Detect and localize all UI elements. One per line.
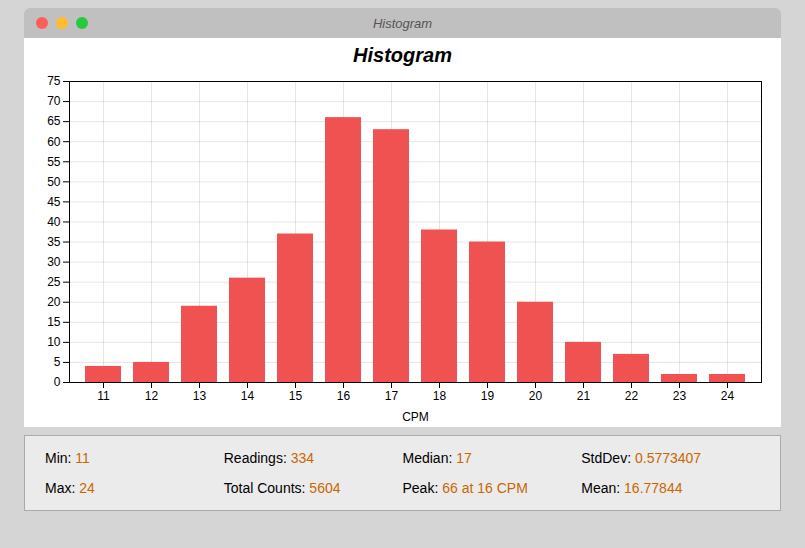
html-text:Peak: 66 at 16 CPM: Peak: 66 at 16 CPM [402, 480, 528, 496]
svg-text:60: 60 [47, 135, 61, 149]
svg-text:55: 55 [47, 155, 61, 169]
svg-text:23: 23 [673, 389, 687, 403]
svg-text:65: 65 [47, 114, 61, 128]
html-text:Median: 17: Median: 17 [402, 450, 472, 466]
svg-text:14: 14 [241, 389, 255, 403]
svg-text:16: 16 [337, 389, 351, 403]
svg-text:35: 35 [47, 235, 61, 249]
html-text:Readings: 334: Readings: 334 [223, 450, 314, 466]
svg-text:75: 75 [47, 74, 61, 88]
svg-text:24: 24 [721, 389, 735, 403]
svg-text:5: 5 [54, 355, 61, 369]
html-text:Mean: 16.77844: Mean: 16.77844 [581, 480, 683, 496]
html-text:StdDev: 0.5773407: StdDev: 0.5773407 [581, 450, 702, 466]
html-text:Min: 11: Min: 11 [45, 450, 90, 466]
svg-text:50: 50 [47, 175, 61, 189]
svg-text:22: 22 [625, 389, 639, 403]
svg-text:CPM: CPM [402, 410, 429, 424]
svg-text:25: 25 [47, 275, 61, 289]
svg-text:11: 11 [97, 389, 110, 403]
svg-text:70: 70 [47, 94, 61, 108]
svg-text:30: 30 [47, 255, 61, 269]
svg-text:20: 20 [47, 295, 61, 309]
svg-text:21: 21 [577, 389, 591, 403]
svg-text:13: 13 [193, 389, 207, 403]
svg-text:17: 17 [385, 389, 399, 403]
svg-text:10: 10 [47, 335, 61, 349]
svg-text:20: 20 [529, 389, 543, 403]
html-text:Max: 24: Max: 24 [45, 480, 95, 496]
html-text:Total Counts: 5604: Total Counts: 5604 [223, 480, 341, 496]
svg-text:15: 15 [47, 315, 61, 329]
html-text:Histogram: Histogram [353, 44, 452, 66]
svg-text:40: 40 [47, 215, 61, 229]
svg-text:12: 12 [145, 389, 159, 403]
svg-text:19: 19 [481, 389, 495, 403]
svg-text:45: 45 [47, 195, 61, 209]
svg-text:0: 0 [54, 375, 61, 389]
html-text:Histogram: Histogram [372, 15, 433, 31]
svg-text:18: 18 [433, 389, 447, 403]
svg-text:15: 15 [289, 389, 303, 403]
